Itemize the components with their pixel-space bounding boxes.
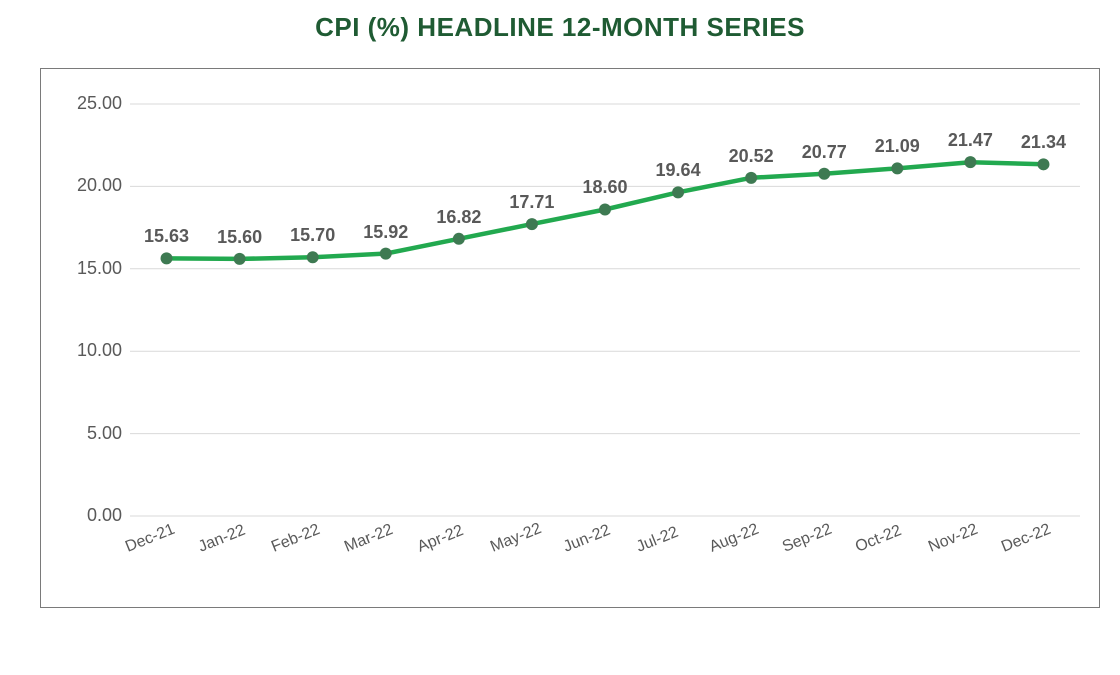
data-label: 21.47 — [940, 130, 1000, 151]
y-tick-label: 15.00 — [48, 258, 122, 279]
y-tick-label: 10.00 — [48, 340, 122, 361]
y-tick-label: 0.00 — [48, 505, 122, 526]
data-label: 15.70 — [283, 225, 343, 246]
data-label: 21.09 — [867, 136, 927, 157]
page-root: CPI (%) HEADLINE 12-MONTH SERIES 0.005.0… — [0, 0, 1120, 675]
series-marker — [964, 156, 976, 168]
data-label: 16.82 — [429, 207, 489, 228]
data-label: 18.60 — [575, 177, 635, 198]
series-marker — [453, 233, 465, 245]
data-label: 17.71 — [502, 192, 562, 213]
series-marker — [818, 168, 830, 180]
series-marker — [526, 218, 538, 230]
data-label: 15.60 — [210, 227, 270, 248]
y-tick-label: 25.00 — [48, 93, 122, 114]
data-label: 21.34 — [1013, 132, 1073, 153]
y-tick-label: 20.00 — [48, 175, 122, 196]
series-marker — [891, 162, 903, 174]
series-marker — [599, 203, 611, 215]
series-marker — [1037, 158, 1049, 170]
data-label: 19.64 — [648, 160, 708, 181]
data-label: 15.92 — [356, 222, 416, 243]
series-marker — [380, 248, 392, 260]
series-marker — [234, 253, 246, 265]
data-label: 20.77 — [794, 142, 854, 163]
data-label: 20.52 — [721, 146, 781, 167]
series-marker — [307, 251, 319, 263]
data-label: 15.63 — [137, 226, 197, 247]
series-marker — [745, 172, 757, 184]
series-marker — [672, 186, 684, 198]
y-tick-label: 5.00 — [48, 423, 122, 444]
chart-svg — [0, 0, 1120, 675]
series-marker — [161, 252, 173, 264]
